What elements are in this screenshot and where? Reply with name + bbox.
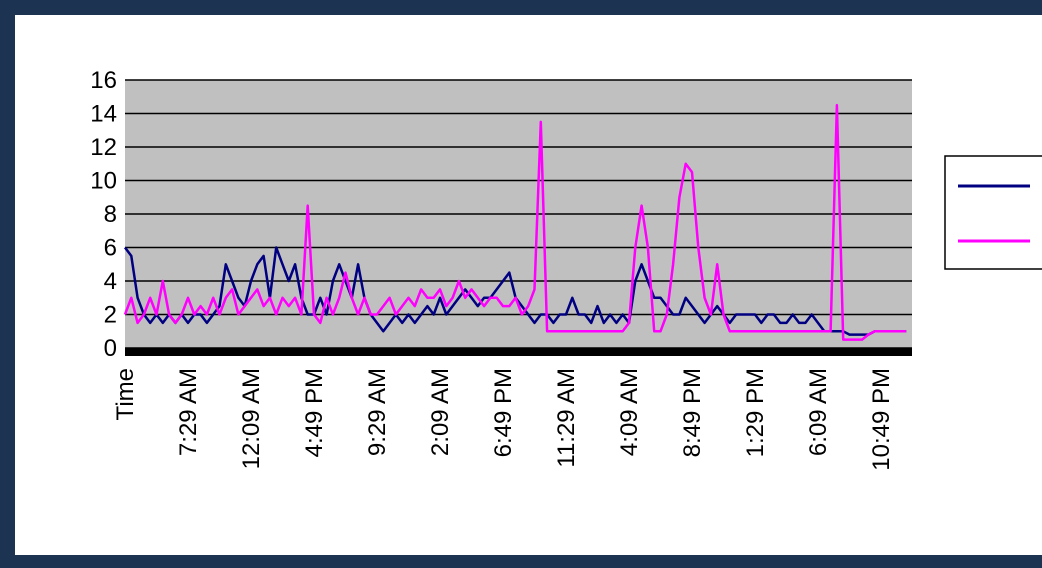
x-tick-label: 10:49 PM <box>868 368 895 471</box>
x-tick-label: 2:09 AM <box>427 368 454 456</box>
y-tick-label: 8 <box>104 201 117 228</box>
y-tick-label: 4 <box>104 268 117 295</box>
y-tick-label: 6 <box>104 235 117 262</box>
x-tick-label: 6:49 PM <box>490 368 517 457</box>
x-axis-bar <box>125 348 912 356</box>
x-tick-label: 4:49 PM <box>301 368 328 457</box>
x-tick-label: 11:29 AM <box>553 368 580 468</box>
y-tick-label: 14 <box>90 101 117 128</box>
series-line <box>123 103 907 341</box>
y-tick-label: 2 <box>104 302 117 329</box>
x-tick-label: 12:09 AM <box>238 368 265 469</box>
x-tick-label: 6:09 AM <box>805 368 832 456</box>
legend-box <box>944 155 1042 270</box>
y-tick-label: 0 <box>104 335 117 362</box>
x-tick-label: 8:49 PM <box>679 368 706 457</box>
x-tick-label: 7:29 AM <box>175 368 202 456</box>
x-tick-label: Time <box>112 368 139 420</box>
y-tick-label: 16 <box>90 67 117 94</box>
x-tick-label: 1:29 PM <box>742 368 769 457</box>
x-tick-label: 4:09 AM <box>616 368 643 456</box>
y-tick-label: 10 <box>90 168 117 195</box>
y-tick-label: 12 <box>90 134 117 161</box>
x-tick-label: 9:29 AM <box>364 368 391 456</box>
